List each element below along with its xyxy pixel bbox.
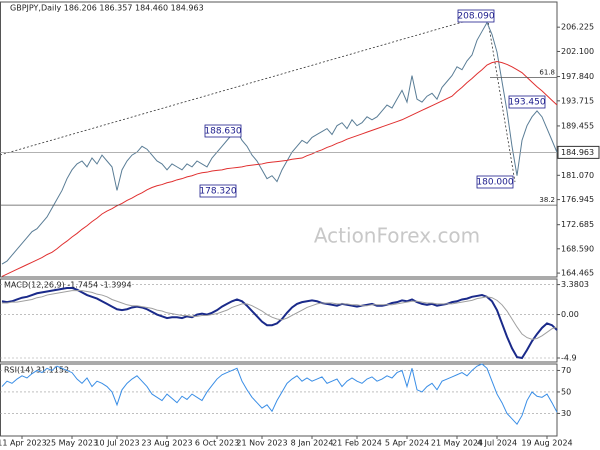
x-tick-label: 10 Jul 2023 xyxy=(94,439,139,448)
annotation: 188.630 xyxy=(204,127,241,137)
annotation-box xyxy=(199,184,237,198)
panel-title: MACD(12,26,9) -1.7454 -1.3994 xyxy=(4,281,132,290)
x-tick-label: 6 Oct 2023 xyxy=(195,439,239,448)
annotation-box xyxy=(457,9,495,23)
x-tick-label: 8 Jan 2024 xyxy=(291,439,334,448)
series-line xyxy=(1,60,558,277)
y-tick-label: 168.590 xyxy=(561,244,594,253)
y-tick-label: 181.070 xyxy=(561,171,594,180)
last-price-box xyxy=(557,145,600,159)
x-tick-label: 11 Apr 2023 xyxy=(0,439,47,448)
annotation: 180.000 xyxy=(476,178,513,188)
fib-label: 38.2 xyxy=(539,196,555,204)
watermark: ActionForex.com xyxy=(314,224,480,248)
annotation: 193.450 xyxy=(508,98,545,108)
x-tick-label: 21 Nov 2023 xyxy=(236,439,287,448)
annotation: 178.320 xyxy=(199,187,236,197)
annotation: 208.090 xyxy=(457,12,494,22)
x-tick-label: 21 May 2024 xyxy=(431,439,483,448)
series-line xyxy=(1,363,558,426)
y-tick-label: 164.465 xyxy=(561,269,594,278)
y-tick-label: 50 xyxy=(561,387,571,396)
y-tick-label: 202.100 xyxy=(561,47,594,56)
y-tick-label: 30 xyxy=(561,409,571,418)
x-tick-label: 19 Aug 2024 xyxy=(521,439,572,448)
y-tick-label: 172.685 xyxy=(561,220,594,229)
x-tick-label: 25 May 2023 xyxy=(46,439,98,448)
trendline xyxy=(486,14,516,183)
series-line xyxy=(2,290,558,340)
annotation-box xyxy=(508,95,546,109)
series-line xyxy=(1,286,558,360)
y-tick-label: 206.225 xyxy=(561,23,594,32)
chart-title: GBPJPY,Daily 186.206 186.357 184.460 184… xyxy=(10,4,204,13)
x-tick-label: 23 Aug 2023 xyxy=(141,439,192,448)
series-line xyxy=(1,21,558,265)
panel-title: RSI(14) 31.1152 xyxy=(4,366,69,375)
y-tick-label: 189.455 xyxy=(561,121,594,130)
x-tick-label: 21 Feb 2024 xyxy=(332,439,382,448)
y-tick-label: 3.3803 xyxy=(561,280,589,289)
fib-label: 61.8 xyxy=(539,68,555,76)
annotation-box xyxy=(476,175,514,189)
x-tick-label: 4 Jul 2024 xyxy=(477,439,517,448)
last-price-label: 184.963 xyxy=(561,148,594,157)
panel-frame xyxy=(0,278,558,363)
annotation-box xyxy=(204,124,242,138)
y-tick-label: 197.840 xyxy=(561,72,594,81)
x-tick-label: 5 Apr 2024 xyxy=(385,439,429,448)
trendline xyxy=(0,14,488,156)
y-tick-label: 193.715 xyxy=(561,96,594,105)
y-tick-label: -4.9 xyxy=(561,354,577,363)
y-tick-label: 176.945 xyxy=(561,195,594,204)
y-tick-label: 70 xyxy=(561,366,571,375)
y-tick-label: 0.00 xyxy=(561,310,579,319)
panel-frame xyxy=(0,1,558,278)
